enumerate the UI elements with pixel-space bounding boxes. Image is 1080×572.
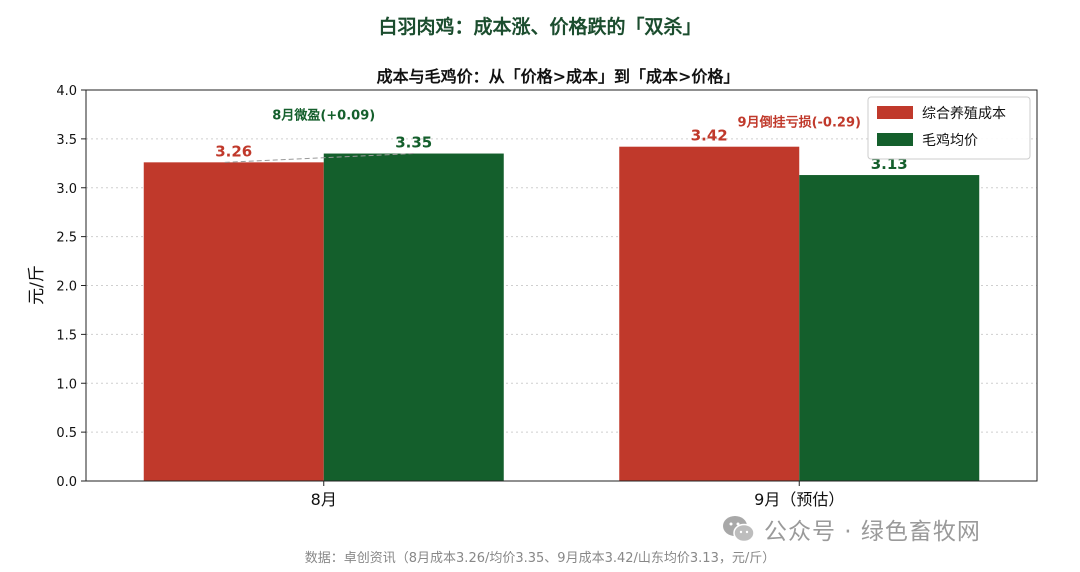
legend-label-price: 毛鸡均价 — [922, 132, 978, 149]
legend-swatch-price — [877, 133, 913, 146]
bar-cost — [143, 162, 324, 481]
value-label: 3.26 — [215, 142, 252, 160]
y-tick-label: 1.5 — [56, 328, 77, 343]
y-tick-label: 2.5 — [56, 231, 77, 246]
annotation-august: 8月微盈(+0.09) — [272, 108, 375, 124]
bar-price — [799, 175, 980, 482]
bar-cost — [619, 146, 800, 481]
y-tick-label: 2.0 — [56, 280, 77, 295]
bar-price — [323, 153, 504, 481]
x-tick-label: 8月 — [311, 490, 337, 509]
wechat-icon — [723, 516, 755, 543]
y-axis-label: 元/斤 — [27, 265, 47, 305]
value-label: 3.13 — [871, 155, 908, 173]
value-label: 3.35 — [395, 134, 432, 152]
data-source-note: 数据：卓创资讯（8月成本3.26/均价3.35、9月成本3.42/山东均价3.1… — [304, 551, 776, 566]
y-tick-label: 0.5 — [56, 426, 77, 441]
legend-swatch-cost — [877, 106, 913, 119]
chart-title: 成本与毛鸡价：从「价格>成本」到「成本>价格」 — [377, 67, 740, 86]
y-tick-label: 4.0 — [56, 84, 77, 99]
value-label: 3.42 — [691, 127, 728, 145]
y-tick-label: 1.0 — [56, 377, 77, 392]
x-tick-label: 9月（预估） — [754, 490, 844, 509]
watermark: 公众号 · 绿色畜牧网 — [722, 512, 981, 546]
y-tick-label: 3.5 — [56, 133, 77, 148]
y-tick-label: 3.0 — [56, 182, 77, 197]
legend: 综合养殖成本 毛鸡均价 — [867, 96, 1031, 160]
figure-title: 白羽肉鸡：成本涨、价格跌的「双杀」 — [378, 16, 702, 38]
annotation-september: 9月倒挂亏损(-0.29) — [738, 115, 861, 131]
y-tick-label: 0.0 — [56, 475, 77, 490]
legend-label-cost: 综合养殖成本 — [922, 105, 1006, 122]
watermark-text: 公众号 · 绿色畜牧网 — [764, 519, 981, 545]
